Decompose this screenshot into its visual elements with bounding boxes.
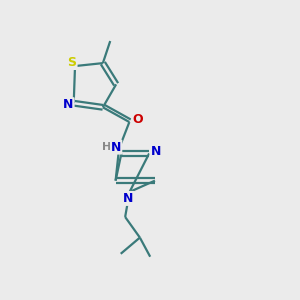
Text: H: H	[102, 142, 111, 152]
Text: N: N	[123, 192, 133, 205]
Text: O: O	[132, 113, 143, 126]
Text: N: N	[151, 145, 161, 158]
Text: N: N	[63, 98, 74, 111]
Text: S: S	[68, 56, 76, 69]
Text: N: N	[111, 141, 121, 154]
